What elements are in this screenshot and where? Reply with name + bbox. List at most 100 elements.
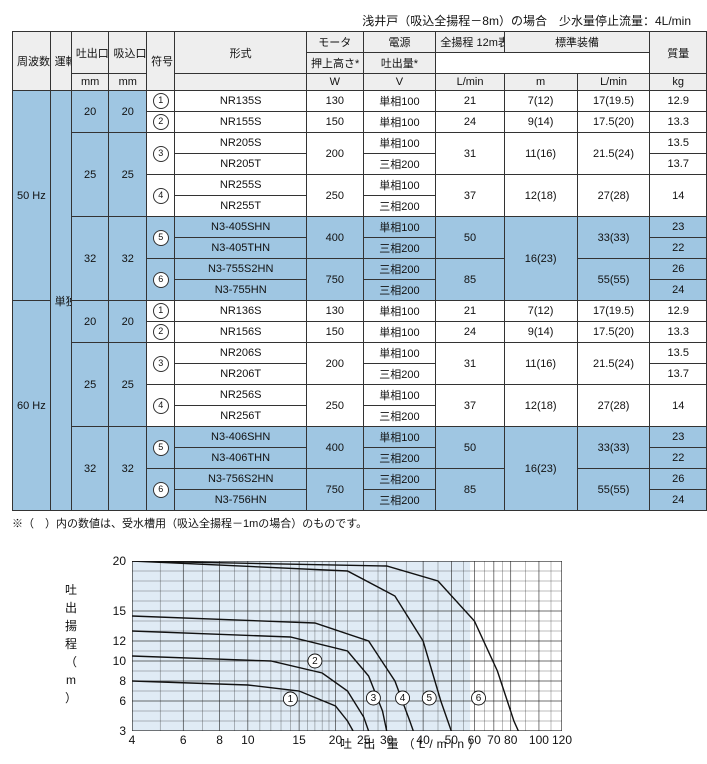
th-unit: kg: [650, 74, 707, 91]
model-cell: NR256T: [175, 406, 307, 427]
mass-cell: 22: [650, 238, 707, 259]
in-cell: 25: [109, 133, 147, 217]
head-cell: 9(14): [504, 322, 577, 343]
model-cell: N3-406SHN: [175, 427, 307, 448]
mark-cell: 2: [147, 112, 175, 133]
motor-cell: 130: [307, 91, 363, 112]
ytick: 12: [102, 634, 126, 648]
power-cell: 三相200: [363, 154, 436, 175]
xtick: 15: [287, 733, 311, 747]
mark-cell: 3: [147, 133, 175, 175]
out-cell: 32: [71, 217, 109, 301]
th: 質量: [650, 32, 707, 74]
model-cell: N3-405THN: [175, 238, 307, 259]
th: 形式: [175, 32, 307, 74]
flow-cell: 33(33): [577, 427, 650, 469]
spec-row: 50 Hz単独運転20201NR135S130単相100217(12)17(19…: [13, 91, 707, 112]
power-cell: 単相100: [363, 322, 436, 343]
svg-text:5: 5: [426, 693, 432, 704]
model-cell: NR255S: [175, 175, 307, 196]
mass-cell: 14: [650, 175, 707, 217]
model-cell: NR155S: [175, 112, 307, 133]
mass-cell: 13.5: [650, 343, 707, 364]
motor-cell: 250: [307, 175, 363, 217]
power-cell: 三相200: [363, 280, 436, 301]
power-cell: 単相100: [363, 217, 436, 238]
th-unit: L/min: [436, 74, 504, 91]
head-cell: 12(18): [504, 385, 577, 427]
xtick: 8: [208, 733, 232, 747]
q12-cell: 24: [436, 322, 504, 343]
motor-cell: 400: [307, 427, 363, 469]
table-footnote: ※（ ）内の数値は、受水槽用（吸込全揚程－1mの場合）のものです。: [12, 515, 695, 531]
spec-row: 60 Hz20201NR136S130単相100217(12)17(19.5)1…: [13, 301, 707, 322]
mass-cell: 24: [650, 280, 707, 301]
mark-cell: 5: [147, 217, 175, 259]
head-cell: 7(12): [504, 301, 577, 322]
q12-cell: 50: [436, 427, 504, 469]
in-cell: 20: [109, 91, 147, 133]
head-cell: 16(23): [504, 427, 577, 511]
power-cell: 単相100: [363, 133, 436, 154]
model-cell: NR206T: [175, 364, 307, 385]
out-cell: 25: [71, 133, 109, 217]
q12-cell: 24: [436, 112, 504, 133]
flow-cell: 17.5(20): [577, 322, 650, 343]
model-cell: NR256S: [175, 385, 307, 406]
svg-text:2: 2: [312, 656, 318, 667]
out-cell: 25: [71, 343, 109, 427]
q12-cell: 31: [436, 133, 504, 175]
motor-cell: 250: [307, 385, 363, 427]
mass-cell: 26: [650, 259, 707, 280]
mark-cell: 4: [147, 175, 175, 217]
spec-row: 32325N3-405SHN400単相1005016(23)33(33)23: [13, 217, 707, 238]
mass-cell: 12.9: [650, 301, 707, 322]
model-cell: N3-756HN: [175, 490, 307, 511]
th: 周波数: [13, 32, 51, 91]
head-cell: 9(14): [504, 112, 577, 133]
in-cell: 32: [109, 427, 147, 511]
out-cell: 20: [71, 301, 109, 343]
power-cell: 三相200: [363, 259, 436, 280]
flow-cell: 55(55): [577, 259, 650, 301]
th-unit: mm: [71, 74, 109, 91]
ytick: 6: [102, 694, 126, 708]
th: 全揚程 12m表示: [436, 32, 504, 53]
power-cell: 三相200: [363, 238, 436, 259]
model-cell: NR136S: [175, 301, 307, 322]
svg-text:4: 4: [400, 693, 406, 704]
power-cell: 三相200: [363, 196, 436, 217]
th: 電源: [363, 32, 436, 53]
mass-cell: 13.7: [650, 154, 707, 175]
spec-row: 25253NR205S200単相1003111(16)21.5(24)13.5: [13, 133, 707, 154]
in-cell: 20: [109, 301, 147, 343]
head-cell: 11(16): [504, 343, 577, 385]
model-cell: N3-755S2HN: [175, 259, 307, 280]
xtick: 100: [527, 733, 551, 747]
power-cell: 単相100: [363, 112, 436, 133]
q12-cell: 37: [436, 175, 504, 217]
motor-cell: 130: [307, 301, 363, 322]
motor-cell: 200: [307, 133, 363, 175]
xtick: 10: [236, 733, 260, 747]
svg-text:6: 6: [476, 693, 482, 704]
xtick: 50: [439, 733, 463, 747]
model-cell: NR135S: [175, 91, 307, 112]
xtick: 30: [375, 733, 399, 747]
flow-cell: 17(19.5): [577, 301, 650, 322]
mass-cell: 14: [650, 385, 707, 427]
spec-row: 32325N3-406SHN400単相1005016(23)33(33)23: [13, 427, 707, 448]
th-unit: V: [363, 74, 436, 91]
model-cell: N3-406THN: [175, 448, 307, 469]
mark-cell: 1: [147, 91, 175, 112]
freq-cell: 60 Hz: [13, 301, 51, 511]
model-cell: NR205T: [175, 154, 307, 175]
mark-cell: 6: [147, 259, 175, 301]
model-cell: NR206S: [175, 343, 307, 364]
q12-cell: 37: [436, 385, 504, 427]
xtick: 20: [323, 733, 347, 747]
xtick: 25: [352, 733, 376, 747]
th-unit: m: [504, 74, 577, 91]
head-cell: 7(12): [504, 91, 577, 112]
mass-cell: 12.9: [650, 91, 707, 112]
